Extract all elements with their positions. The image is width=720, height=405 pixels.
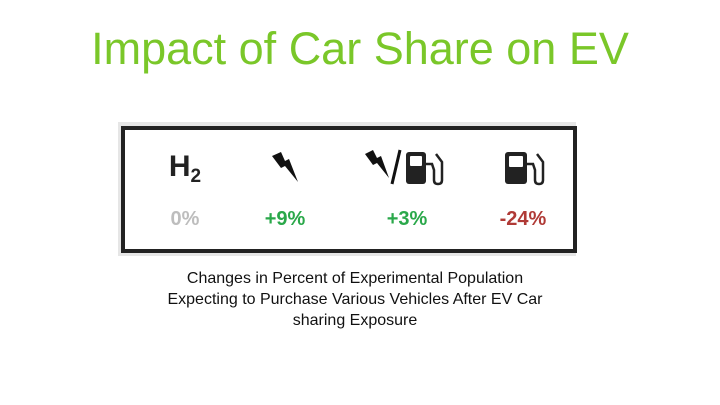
gasoline-percent: -24% <box>499 208 547 230</box>
hydrogen-percent: 0% <box>170 208 200 230</box>
column-hydrogen: H2 0% <box>125 130 245 249</box>
lightning-bolt-and-fuel-pump-icon <box>347 148 467 188</box>
column-gasoline: -24% <box>463 130 583 249</box>
caption-line-3: sharing Exposure <box>292 312 418 329</box>
figure-caption: Changes in Percent of Experimental Popul… <box>120 268 590 331</box>
fuel-pump-icon <box>463 148 583 188</box>
vehicle-change-panel: H2 0% +9% +3% <box>121 126 577 253</box>
caption-line-2: Expecting to Purchase Various Vehicles A… <box>167 291 543 308</box>
hydrogen-h2-icon: H2 <box>168 150 202 187</box>
hybrid-percent: +3% <box>386 208 428 230</box>
column-electric: +9% <box>225 130 345 249</box>
column-hybrid: +3% <box>347 130 467 249</box>
lightning-bolt-icon <box>225 148 345 188</box>
caption-line-1: Changes in Percent of Experimental Popul… <box>186 270 524 287</box>
electric-percent: +9% <box>264 208 306 230</box>
page-title: Impact of Car Share on EV <box>91 23 629 74</box>
